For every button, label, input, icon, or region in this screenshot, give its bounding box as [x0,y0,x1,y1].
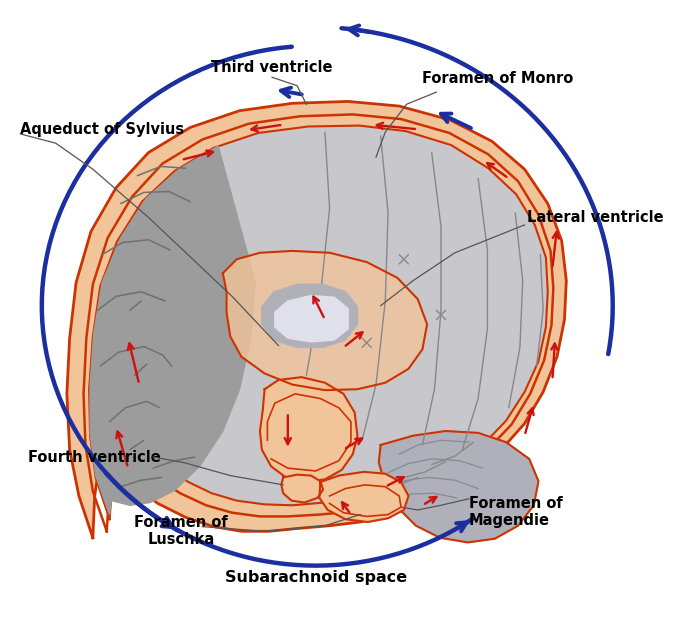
Polygon shape [262,284,358,347]
Text: Third ventricle: Third ventricle [211,60,333,74]
Polygon shape [67,101,566,538]
Text: Foramen of
Magendie: Foramen of Magendie [469,496,562,528]
Polygon shape [260,377,358,482]
Polygon shape [89,126,548,519]
Polygon shape [90,146,255,515]
Polygon shape [282,475,323,503]
Polygon shape [379,431,539,542]
Text: Lateral ventricle: Lateral ventricle [527,210,664,225]
Text: Fourth ventricle: Fourth ventricle [28,450,160,464]
Polygon shape [275,296,348,342]
Polygon shape [223,251,427,390]
Text: Foramen of Monro: Foramen of Monro [422,70,574,86]
Text: Foramen of
Luschka: Foramen of Luschka [134,515,228,547]
Text: Aqueduct of Sylvius: Aqueduct of Sylvius [20,122,184,136]
Text: Subarachnoid space: Subarachnoid space [224,570,407,585]
Polygon shape [320,472,409,522]
